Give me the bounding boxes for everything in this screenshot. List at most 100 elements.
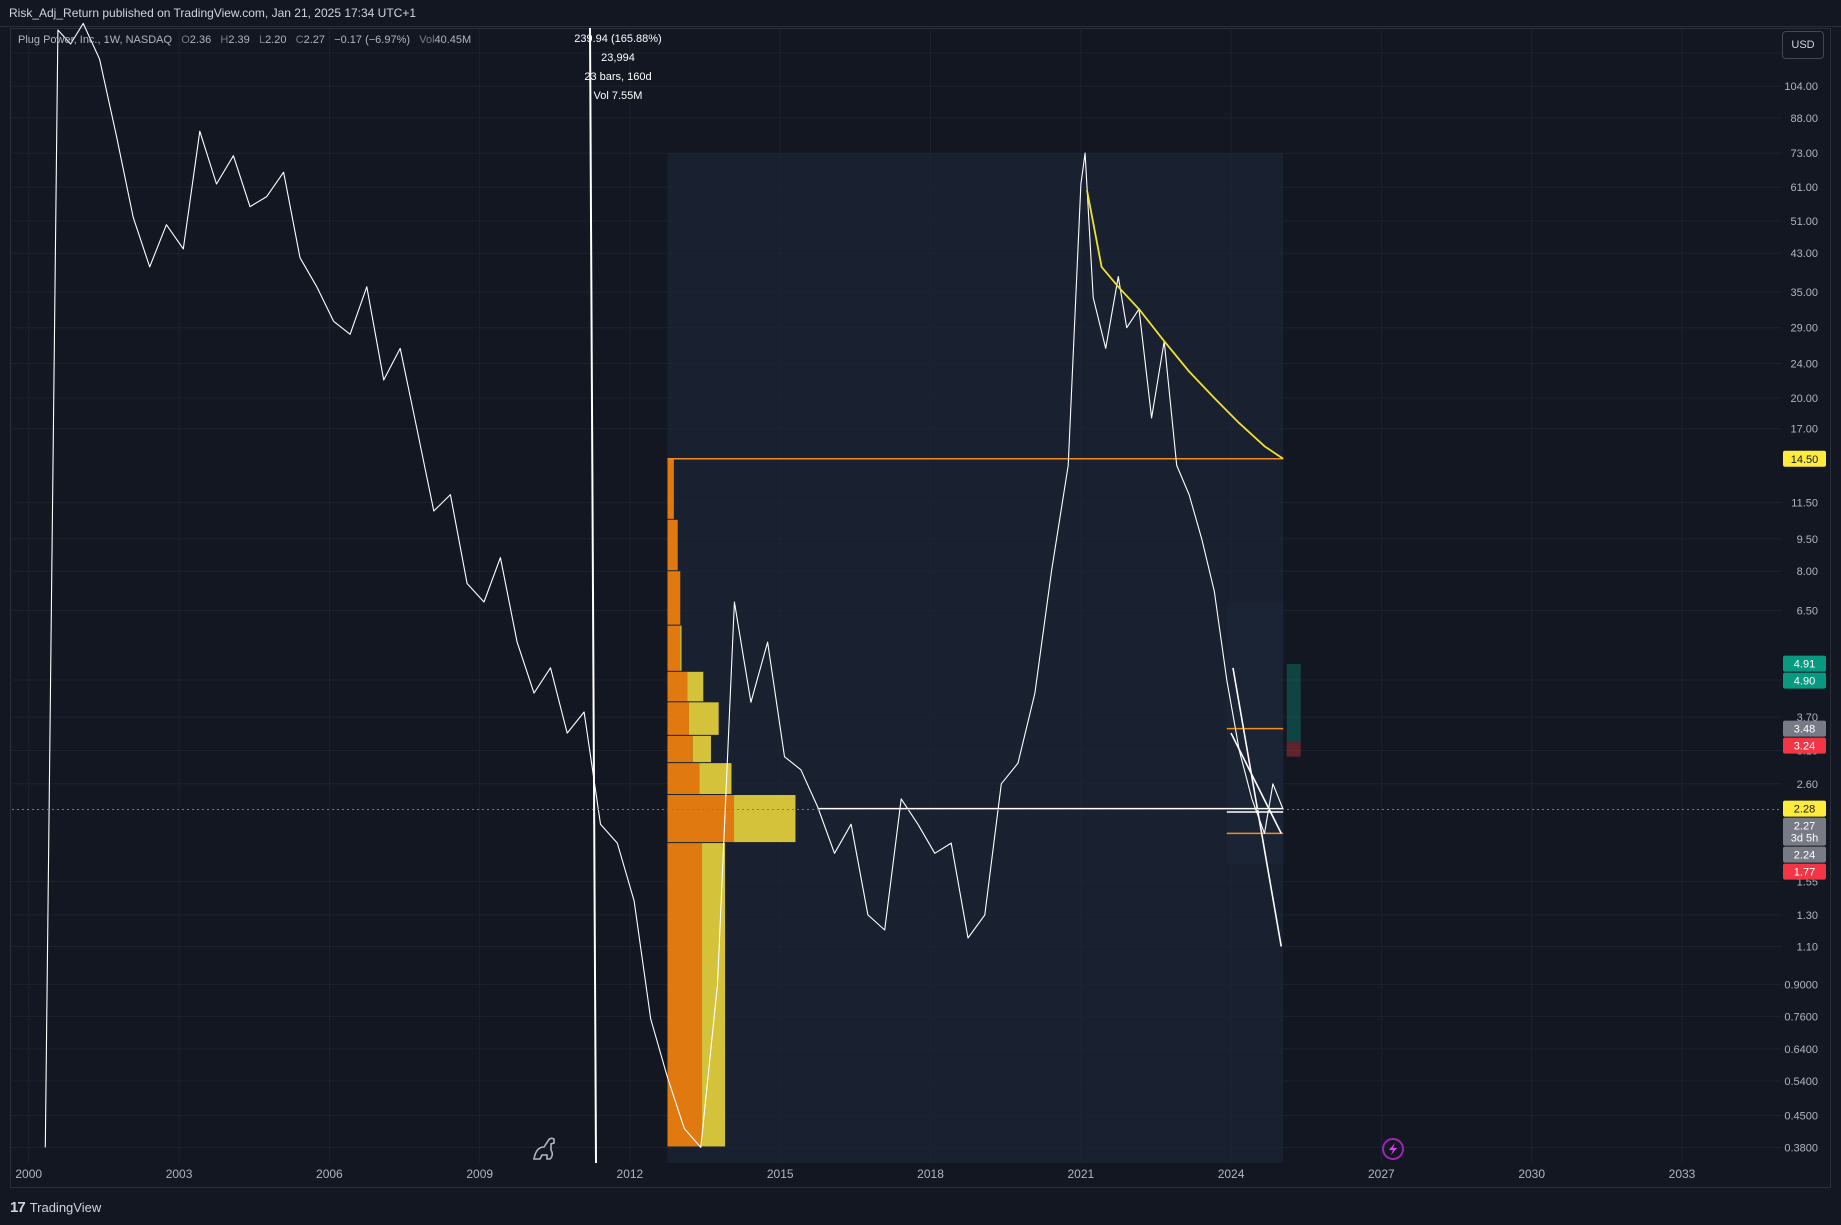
y-tick-label: 43.00 [1790,248,1818,260]
y-tick-label: 0.5400 [1784,1076,1818,1088]
price-tag-bg [1783,737,1826,754]
volume-profile-up-bar [667,571,681,625]
trend-line [1230,732,1282,834]
volume-profile-up-bar [667,795,735,843]
price-tag-label: 3.48 [1794,724,1815,736]
y-tick-label: 9.50 [1797,534,1818,546]
x-tick-label: 2021 [1068,1167,1095,1181]
price-tag-label: 3d 5h [1791,833,1819,845]
y-tick-label: 35.00 [1790,287,1818,299]
y-tick-label: 1.10 [1797,941,1818,953]
close-value: 2.27 [303,34,326,46]
y-tick-label: 2.60 [1797,779,1818,791]
trend-line [1232,667,1283,947]
volume-profile-up-bar [667,843,703,1147]
price-tag: 4.90 [1783,672,1826,689]
price-tag-label: 2.28 [1794,804,1815,816]
volume-profile-up-bar [667,671,688,702]
high-label: H [220,34,229,46]
y-tick-label: 8.00 [1797,566,1818,578]
price-tag-label: 2.24 [1794,850,1815,862]
symbol-legend[interactable]: Plug Power, Inc., 1W, NASDAQ O2.36 H2.39… [18,34,471,46]
horizontal-levels [667,458,1284,835]
price-line [44,22,1284,1148]
change-value: −0.17 (−6.97%) [334,34,411,46]
position-target-zone [1286,663,1301,743]
price-tag-bg [1783,720,1826,737]
y-tick-label: 0.7600 [1784,1011,1818,1023]
x-tick-label: 2015 [767,1167,794,1181]
currency-button[interactable]: USD [1782,31,1824,59]
price-tag-bg [1783,450,1826,467]
measure-tool-label: 239.94 (165.88%) 23,994 23 bars, 160d Vo… [556,30,680,106]
publish-header: Risk_Adj_Return published on TradingView… [0,0,1841,27]
y-tick-label: 0.9000 [1784,979,1818,991]
y-tick-label: 73.00 [1790,148,1818,160]
volume-profile-up-bar [667,519,678,571]
price-tag-bg [1783,672,1826,689]
price-tag: 3.48 [1783,720,1826,737]
volume-value: 40.45M [434,34,472,46]
price-tag-label: 14.50 [1791,454,1819,466]
y-tick-label: 24.00 [1790,358,1818,370]
y-tick-label: 0.6400 [1784,1044,1818,1056]
lightning-icon[interactable] [1382,1138,1404,1160]
x-tick-label: 2006 [316,1167,343,1181]
brand-name: TradingView [29,1200,102,1215]
price-tag-label: 4.91 [1794,659,1815,671]
symbol-name: Plug Power, Inc., 1W, NASDAQ [18,34,173,46]
volume-profile-down-bar [702,843,726,1147]
price-tag: 1.77 [1783,863,1826,880]
publish-line: Risk_Adj_Return published on TradingView… [9,6,417,20]
price-tag-bg [1783,846,1826,863]
y-axis: 124.00104.0088.0073.0061.0051.0043.0035.… [1784,48,1818,1154]
volume-profile-up-bar [667,625,681,671]
x-tick-label: 2012 [617,1167,644,1181]
price-tag: 2.28 [1783,800,1826,817]
position-stop-zone [1286,742,1301,757]
shaded-zone [1226,601,1284,865]
price-tag: 2.24 [1783,846,1826,863]
x-tick-label: 2033 [1669,1167,1696,1181]
measure-line-3: Vol 7.55M [593,90,643,102]
volume-profile-down-bar [734,795,796,843]
high-value: 2.39 [228,34,250,46]
volume-profile-down-bar [692,735,711,763]
price-tag: 4.91 [1783,655,1826,672]
shaded-zone [667,153,1284,1163]
tradingview-logo-icon: 17 [10,1199,26,1216]
measure-line-2: 23 bars, 160d [584,71,652,83]
y-tick-label: 61.00 [1790,182,1818,194]
x-tick-label: 2030 [1518,1167,1545,1181]
volume-profile-down-bar [687,671,704,702]
tradingview-brand[interactable]: 17 TradingView [10,1199,101,1216]
y-tick-label: 6.50 [1797,606,1818,618]
trend-lines [1230,667,1283,947]
x-tick-label: 2009 [466,1167,493,1181]
volume-profile [667,458,796,1147]
price-tag: 3.24 [1783,737,1826,754]
x-tick-label: 2024 [1218,1167,1245,1181]
price-tag-bg [1783,863,1826,880]
open-value: 2.36 [189,34,212,46]
volume-label: Vol [419,34,435,46]
y-tick-label: 1.30 [1797,910,1818,922]
trend-curve [1086,190,1284,460]
y-tick-label: 51.00 [1790,216,1818,228]
volume-profile-down-bar [688,702,719,735]
x-tick-label: 2003 [166,1167,193,1181]
close-label: C [295,34,304,46]
dino-icon [533,1137,555,1160]
price-series [44,22,1284,1148]
price-tag: 14.50 [1783,450,1826,467]
volume-profile-up-bar [667,702,689,735]
y-tick-label: 20.00 [1790,393,1818,405]
price-tag-label: 4.90 [1794,676,1815,688]
x-tick-label: 2027 [1368,1167,1395,1181]
y-tick-label: 0.3800 [1784,1142,1818,1154]
low-label: L [258,34,266,46]
x-tick-label: 2018 [917,1167,944,1181]
x-axis: 2000 2003 2006 2009 2012 2015 2018 2021 2024 2027… [15,1167,1695,1181]
